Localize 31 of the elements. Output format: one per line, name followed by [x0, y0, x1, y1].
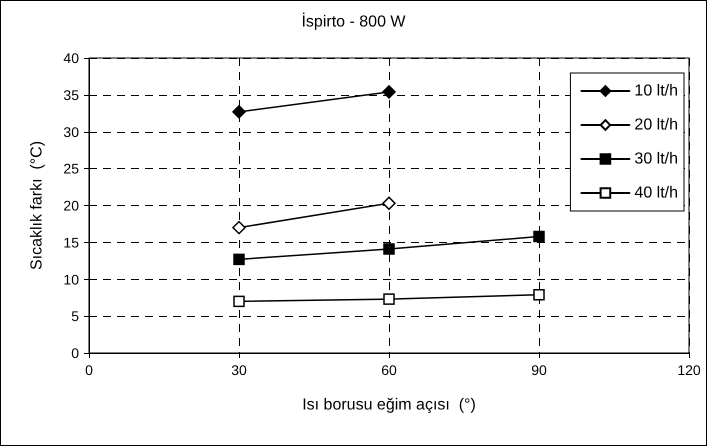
x-tick-label: 60	[381, 362, 397, 378]
point	[533, 288, 545, 300]
x-tick-label: 90	[531, 362, 547, 378]
point	[233, 296, 245, 308]
y-tick-label: 20	[63, 198, 80, 214]
point	[382, 85, 396, 99]
y-tick-label: 5	[71, 308, 80, 324]
y-tick-label: 15	[63, 234, 80, 250]
y-axis-title: Sıcaklık farkı (°C)	[28, 140, 46, 270]
point	[533, 230, 545, 242]
y-tick-label: 35	[63, 86, 80, 103]
y-tick-label: 25	[63, 160, 80, 177]
x-tick-label: 30	[231, 362, 247, 378]
point	[383, 243, 395, 255]
point	[382, 196, 396, 210]
y-tick-label: 0	[71, 345, 80, 361]
legend-label: 10 lt/h	[634, 82, 678, 100]
point	[232, 105, 246, 119]
x-tick-label: 0	[85, 362, 94, 378]
chart-title: İspirto - 800 W	[301, 12, 406, 30]
point	[232, 220, 246, 234]
y-tick-label: 10	[63, 271, 80, 288]
point	[233, 254, 245, 266]
legend-label: 40 lt/h	[634, 184, 678, 202]
x-axis-title: Isı borusu eğim açısı (°)	[302, 396, 476, 414]
x-tick-label: 120	[677, 362, 701, 378]
legend-label: 20 lt/h	[634, 116, 678, 134]
y-tick-label: 40	[63, 50, 80, 66]
legend-label: 30 lt/h	[634, 150, 678, 168]
point	[383, 293, 395, 305]
y-tick-label: 30	[63, 124, 80, 140]
